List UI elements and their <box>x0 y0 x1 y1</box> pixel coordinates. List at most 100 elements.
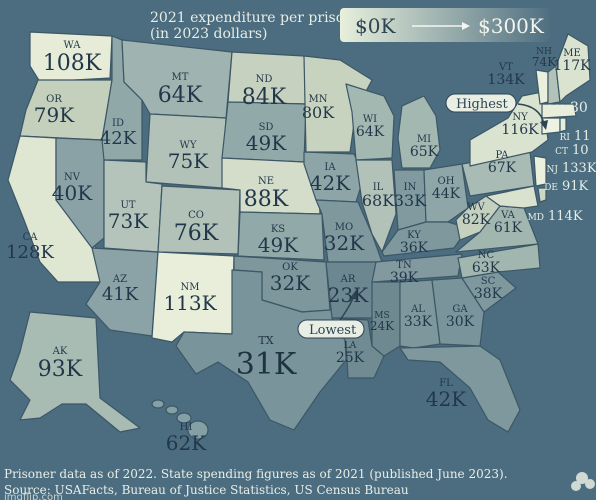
state-value-ri: 11 <box>574 129 591 144</box>
state-abbr-la: LA <box>344 341 357 351</box>
state-abbr-ct: CT <box>555 147 568 157</box>
state-abbr-nh: NH <box>536 47 552 57</box>
footer-note: Prisoner data as of 2022. State spending… <box>4 467 508 481</box>
state-oh <box>423 163 469 223</box>
title-line1: 2021 expenditure per prisoner <box>150 10 368 26</box>
state-ks <box>237 211 325 261</box>
state-value-me: 117K <box>553 58 591 74</box>
state-ak <box>9 311 141 433</box>
state-abbr-ak: AK <box>52 346 68 357</box>
state-abbr-nc: NC <box>478 250 495 261</box>
state-abbr-tn: TN <box>396 260 412 271</box>
state-abbr-ma: MA <box>549 104 567 115</box>
state-value-ar: 23K <box>328 283 369 307</box>
title-line2: (in 2023 dollars) <box>150 26 268 42</box>
state-labels: WA108KOR79KCA128KID42KNV40KMT64KWY75KUT7… <box>6 40 596 455</box>
state-md <box>485 185 539 209</box>
state-abbr-or: OR <box>46 94 62 105</box>
state-value-mt: 64K <box>158 83 203 108</box>
state-nc <box>457 243 541 279</box>
state-value-ok: 32K <box>270 271 311 295</box>
state-abbr-il: IL <box>373 182 384 193</box>
state-value-or: 79K <box>34 103 75 127</box>
state-value-il: 68K <box>362 191 395 210</box>
state-value-ny: 116K <box>501 122 539 138</box>
state-abbr-nj: NJ <box>547 165 559 175</box>
state-value-in: 33K <box>394 191 427 210</box>
state-value-mo: 32K <box>324 231 365 255</box>
state-value-oh: 44K <box>432 186 461 202</box>
state-abbr-ga: GA <box>452 304 468 315</box>
state-abbr-me: ME <box>563 48 581 59</box>
state-value-ne: 88K <box>244 187 289 212</box>
state-abbr-ks: KS <box>271 224 285 235</box>
state-abbr-mt: MT <box>172 72 189 83</box>
state-mi <box>397 95 441 169</box>
state-value-wa: 108K <box>43 51 102 76</box>
state-value-nv: 40K <box>52 181 93 205</box>
state-value-de: 91K <box>562 179 589 194</box>
state-abbr-mo: MO <box>335 222 353 233</box>
state-abbr-mn: MN <box>309 94 328 105</box>
state-abbr-ca: CA <box>23 232 39 243</box>
state-value-ms: 24K <box>370 319 395 333</box>
state-value-id: 42K <box>100 128 137 149</box>
footer-source: Source: USAFacts, Bureau of Justice Stat… <box>4 483 409 497</box>
state-nj <box>533 155 547 187</box>
state-abbr-ms: MS <box>374 311 389 321</box>
callout-highest: Highest <box>445 93 548 130</box>
state-abbr-fl: FL <box>439 378 453 389</box>
state-value-nh: 74K <box>532 55 557 69</box>
state-abbr-ny: NY <box>512 112 528 123</box>
state-value-al: 33K <box>404 314 433 330</box>
state-abbr-id: ID <box>112 118 124 129</box>
state-abbr-ut: UT <box>120 200 135 211</box>
state-value-ut: 73K <box>108 209 149 233</box>
state-abbr-wv: WV <box>467 202 485 213</box>
watermark: imgflip.com <box>4 492 63 500</box>
state-ga <box>431 277 485 347</box>
state-abbr-ar: AR <box>340 274 356 285</box>
state-value-va: 61K <box>494 220 523 236</box>
state-abbr-ia: IA <box>324 162 336 173</box>
state-wi <box>345 83 395 161</box>
state-abbr-mi: MI <box>417 134 431 145</box>
state-abbr-va: VA <box>500 210 516 221</box>
state-value-tx: 31K <box>236 347 297 382</box>
state-value-ks: 49K <box>258 233 299 257</box>
state-value-ga: 30K <box>446 314 475 330</box>
state-value-ca: 128K <box>6 242 54 263</box>
state-abbr-wi: WI <box>363 114 377 125</box>
state-ri <box>559 117 567 133</box>
color-scale: $0K $300K <box>340 8 550 42</box>
callout-lowest: Lowest <box>297 290 365 339</box>
logo-icon <box>571 472 595 491</box>
state-value-tn: 39K <box>390 270 419 286</box>
state-ut <box>103 159 163 253</box>
state-value-mn: 80K <box>302 103 335 122</box>
state-value-nc: 63K <box>472 260 501 276</box>
state-value-vt: 134K <box>487 72 525 88</box>
state-ms <box>371 281 401 357</box>
state-value-nj: 133K <box>562 161 596 176</box>
state-value-sc: 38K <box>474 286 503 302</box>
state-value-co: 76K <box>174 221 219 246</box>
scale-min-label: $0K <box>355 14 396 38</box>
state-value-la: 25K <box>336 350 365 366</box>
state-ma <box>541 103 577 119</box>
state-abbr-wy: WY <box>180 140 197 151</box>
state-value-ma: 30 <box>570 100 588 116</box>
scale-arrow-head <box>462 22 470 30</box>
state-value-nm: 113K <box>163 291 217 315</box>
state-abbr-md: MD <box>528 213 544 223</box>
state-value-pa: 67K <box>488 160 517 176</box>
state-abbr-de: DE <box>544 183 558 193</box>
state-abbr-sc: SC <box>481 276 496 287</box>
state-abbr-ok: OK <box>282 262 298 273</box>
state-value-ia: 42K <box>310 171 351 195</box>
state-abbr-tx: TX <box>258 334 273 347</box>
state-value-nd: 84K <box>242 85 287 110</box>
state-value-fl: 42K <box>426 387 467 411</box>
